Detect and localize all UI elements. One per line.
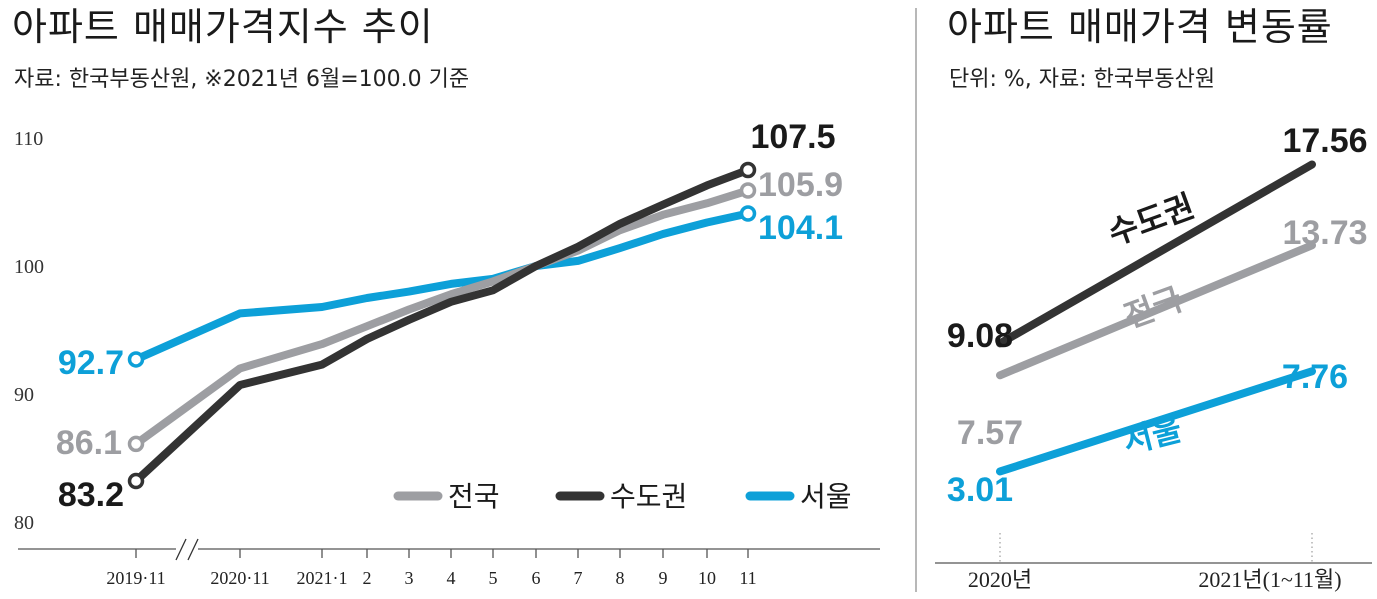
series-line-전국 <box>132 186 752 448</box>
x-tick-label: 9 <box>659 568 668 588</box>
x-tick-label: 2020년 <box>968 567 1032 592</box>
y-tick-label: 110 <box>14 128 43 150</box>
data-label: 13.73 <box>1282 214 1367 252</box>
y-tick-label: 90 <box>14 384 34 406</box>
data-point-전국 <box>739 182 757 199</box>
right-chart-title: 아파트 매매가격 변동률 <box>947 5 1333 49</box>
right-chart-subtitle: 단위: %, 자료: 한국부동산원 <box>949 67 1215 92</box>
label-nation-end: 105.9 <box>758 166 843 204</box>
right-x-axis: 2020년 2021년(1~11월) <box>935 533 1372 592</box>
data-point-서울 <box>739 205 757 222</box>
legend-label: 서울 <box>800 480 852 513</box>
left-data-labels: 107.5 105.9 104.1 92.7 86.1 83.2 <box>56 118 843 514</box>
x-tick-label: 4 <box>447 568 456 588</box>
series-name-label: 수도권 <box>1103 187 1199 253</box>
data-label: 7.76 <box>1282 358 1348 396</box>
x-tick-label: 2020·11 <box>210 568 269 588</box>
axis-break-gap <box>176 540 198 558</box>
left-chart: 아파트 매매가격지수 추이 자료: 한국부동산원, ※2021년 6월=100.… <box>12 5 880 588</box>
x-tick-label: 2019·11 <box>106 568 165 588</box>
right-chart: 아파트 매매가격 변동률 단위: %, 자료: 한국부동산원 2020년 2021… <box>935 5 1372 592</box>
series-name-label: 전국 <box>1119 280 1187 336</box>
data-point-전국 <box>127 435 145 453</box>
label-capital-start: 83.2 <box>58 476 124 514</box>
axis-break-mark <box>187 538 199 561</box>
x-tick-label: 2021년(1~11월) <box>1198 567 1341 592</box>
x-tick-label: 7 <box>574 568 583 588</box>
series-line-전국 <box>996 241 1316 380</box>
left-chart-title: 아파트 매매가격지수 추이 <box>12 5 434 49</box>
series-line-서울 <box>996 367 1316 476</box>
x-tick-label: 10 <box>698 568 716 588</box>
legend-label: 수도권 <box>610 480 687 513</box>
x-tick-label: 5 <box>489 568 498 588</box>
right-series-group <box>996 160 1316 476</box>
series-line-수도권 <box>996 160 1316 348</box>
x-tick-label: 8 <box>616 568 625 588</box>
data-label: 9.08 <box>947 317 1013 355</box>
left-chart-subtitle: 자료: 한국부동산원, ※2021년 6월=100.0 기준 <box>14 67 469 92</box>
label-nation-start: 86.1 <box>56 424 122 462</box>
y-tick-label: 100 <box>14 256 44 278</box>
x-tick-label: 11 <box>739 568 756 588</box>
label-seoul-start: 92.7 <box>58 344 124 382</box>
data-label: 3.01 <box>947 471 1013 509</box>
legend: 전국 수도권 서울 <box>393 480 852 513</box>
x-tick-label: 6 <box>532 568 541 588</box>
left-y-axis-ticks: 80 90 100 110 <box>14 128 44 534</box>
series-name-label: 서울 <box>1119 410 1185 461</box>
y-tick-label: 80 <box>14 512 34 534</box>
left-x-axis: 2019·11 2020·11 2021·1 2 3 4 5 6 7 8 9 10 11 <box>18 538 880 588</box>
data-point-서울 <box>127 351 145 368</box>
x-tick-label: 3 <box>405 568 414 588</box>
label-seoul-end: 104.1 <box>758 209 843 247</box>
x-tick-label: 2 <box>363 568 372 588</box>
x-tick-label: 2021·1 <box>297 568 348 588</box>
series-line-서울 <box>132 209 752 364</box>
series-line-수도권 <box>132 166 752 485</box>
data-label: 17.56 <box>1282 122 1367 160</box>
left-series-group <box>127 161 757 490</box>
data-point-수도권 <box>127 472 145 490</box>
data-point-수도권 <box>739 161 757 179</box>
axis-break-mark <box>175 538 187 561</box>
label-capital-end: 107.5 <box>750 118 835 156</box>
legend-label: 전국 <box>448 480 500 513</box>
data-label: 7.57 <box>957 414 1023 452</box>
